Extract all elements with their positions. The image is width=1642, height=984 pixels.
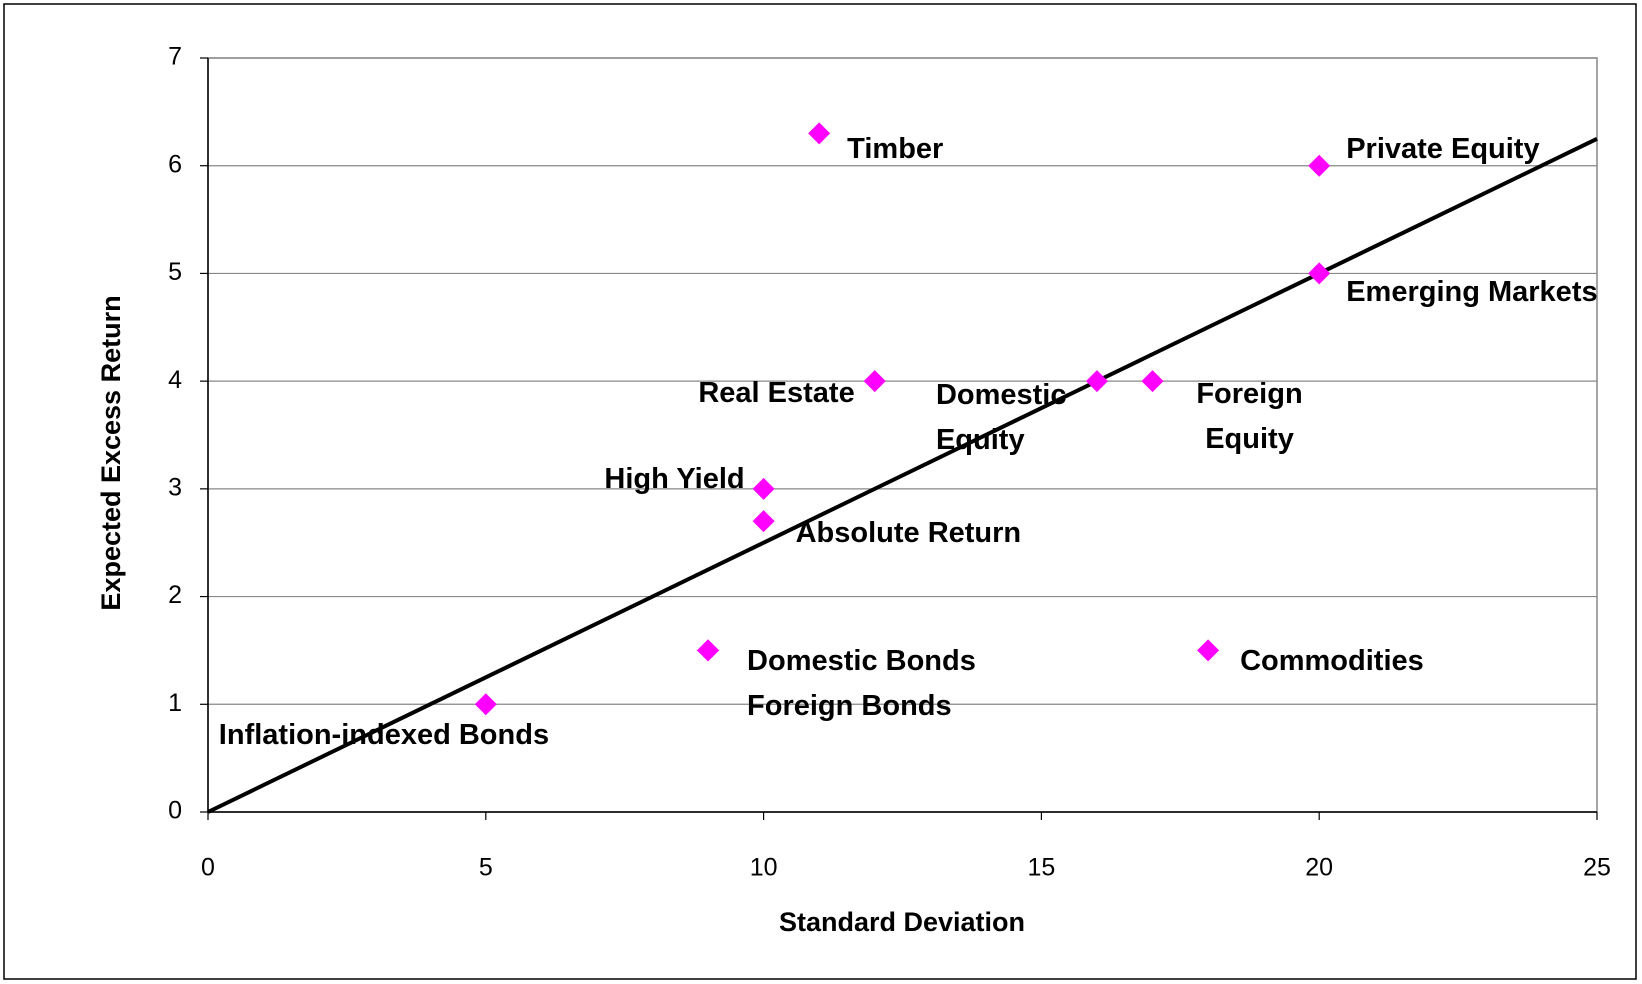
point-label: Timber bbox=[847, 132, 944, 165]
point-label: Absolute Return bbox=[795, 516, 1022, 549]
point bbox=[1308, 262, 1331, 285]
point-label: High Yield bbox=[604, 463, 745, 496]
point bbox=[1085, 370, 1108, 393]
y-tick-label: 5 bbox=[168, 258, 182, 286]
point-label: Real Estate bbox=[698, 376, 855, 409]
point bbox=[697, 639, 720, 662]
x-tick-label: 15 bbox=[1027, 854, 1055, 882]
point bbox=[1197, 639, 1220, 662]
y-tick-label: 6 bbox=[168, 150, 182, 178]
point-label: Domestic Bonds bbox=[747, 644, 976, 677]
x-tick-label: 5 bbox=[479, 854, 493, 882]
x-tick-label: 20 bbox=[1305, 854, 1333, 882]
y-tick-label: 1 bbox=[168, 689, 182, 717]
y-axis-label: Expected Excess Return bbox=[96, 295, 126, 610]
point bbox=[752, 477, 775, 500]
point-label: Domestic Equity bbox=[935, 378, 1067, 456]
y-tick-label: 2 bbox=[168, 581, 182, 609]
reference-line bbox=[207, 136, 1598, 814]
y-tick-label: 0 bbox=[168, 797, 182, 825]
x-tick-label: 25 bbox=[1583, 854, 1611, 882]
y-tick-label: 4 bbox=[168, 366, 182, 394]
y-tick-label: 7 bbox=[168, 43, 182, 71]
x-tick-label: 10 bbox=[750, 854, 778, 882]
y-tick-label: 3 bbox=[168, 473, 182, 501]
plot-area bbox=[207, 57, 1598, 813]
x-axis-label: Standard Deviation bbox=[779, 907, 1025, 937]
point bbox=[1141, 370, 1164, 393]
point bbox=[474, 693, 497, 716]
point bbox=[808, 122, 831, 145]
point bbox=[752, 510, 775, 533]
point-label: Emerging Markets bbox=[1346, 275, 1598, 308]
point-label: Inflation-indexed Bonds bbox=[218, 718, 550, 751]
point bbox=[863, 370, 886, 393]
point-label: Foreign Equity bbox=[1196, 377, 1303, 455]
point-label: Foreign Bonds bbox=[747, 689, 952, 722]
point-label: Private Equity bbox=[1346, 133, 1540, 166]
x-tick-label: 0 bbox=[201, 854, 215, 882]
point-label: Commodities bbox=[1240, 644, 1424, 677]
point bbox=[1308, 154, 1331, 177]
